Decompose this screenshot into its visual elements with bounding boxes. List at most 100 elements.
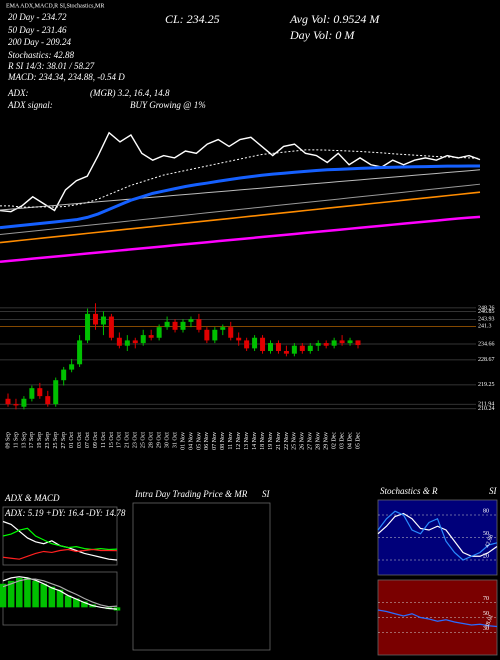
x-tick-label: 03 Oct	[77, 432, 83, 448]
candle-body	[85, 313, 91, 341]
x-tick-label: 15 Oct	[109, 432, 115, 448]
x-tick-label: 09 Oct	[93, 432, 99, 448]
y-tick-label: 219.25	[478, 382, 495, 388]
y-tick-label: 241.3	[478, 324, 492, 330]
candle-body	[204, 329, 210, 341]
candle-body	[331, 340, 337, 346]
candle-body	[268, 343, 273, 352]
adx-signal-label: ADX signal:	[7, 100, 53, 110]
y-tick-label: 234.66	[478, 341, 495, 347]
candle-body	[93, 313, 98, 325]
x-tick-label: 14 Nov	[252, 432, 258, 450]
x-tick-label: 11 Sep	[13, 432, 19, 448]
x-tick-label: 19 Nov	[268, 432, 274, 450]
candle-body	[148, 335, 154, 338]
x-tick-label: 23 Sep	[45, 432, 51, 449]
y-tick-label: 246.85	[478, 309, 495, 315]
histogram-bar	[64, 595, 72, 608]
y-tick-label: 228.67	[478, 357, 495, 363]
day-vol-label: Day Vol: 0 M	[289, 28, 355, 42]
series-line	[0, 169, 481, 211]
series-line	[377, 609, 498, 628]
stoch-label: Stochastics: 42.88	[8, 50, 74, 60]
y-tick-label: 50	[483, 531, 489, 537]
x-tick-label: 25 Sep	[53, 432, 59, 449]
x-tick-label: 13 Sep	[21, 432, 27, 449]
series-line	[2, 548, 118, 560]
candle-body	[244, 340, 250, 349]
candle-body	[77, 340, 83, 365]
candle-body	[124, 340, 130, 346]
x-tick-label: 25 Nov	[292, 432, 298, 450]
histogram-bar	[48, 586, 56, 608]
series-line	[0, 215, 481, 264]
candle-body	[307, 345, 313, 352]
y-tick-label: 80	[483, 508, 489, 514]
y-tick-label: 70	[483, 596, 489, 602]
candle-body	[69, 364, 75, 370]
x-tick-label: 27 Nov	[308, 432, 314, 450]
x-tick-label: 17 Sep	[29, 432, 35, 449]
candle-body	[140, 335, 146, 344]
histogram-bar	[56, 589, 64, 608]
panel-subtitle: SI	[489, 486, 498, 496]
histogram-bar	[0, 583, 7, 608]
x-tick-label: 01 Oct	[69, 432, 75, 448]
panel-frame	[132, 502, 271, 651]
x-tick-label: 07 Oct	[85, 432, 91, 448]
candle-body	[5, 398, 11, 405]
series-line	[377, 512, 498, 557]
x-tick-label: 28 Oct	[149, 432, 155, 448]
candle-body	[108, 316, 114, 338]
panel-subtitle: SI	[262, 489, 271, 499]
histogram-bar	[16, 577, 23, 608]
candle-body	[323, 343, 329, 346]
x-tick-label: 09 Sep	[5, 432, 11, 449]
x-tick-label: 04 Nov	[188, 432, 194, 450]
x-tick-label: 11 Nov	[228, 432, 234, 450]
y-tick-label: 211.94	[478, 402, 494, 408]
x-tick-label: 06 Nov	[204, 432, 210, 450]
rsi-label: R SI 14/3: 38.01 / 58.27	[7, 61, 95, 71]
ma200-label: 200 Day - 209.24	[8, 37, 71, 47]
series-line	[2, 576, 118, 610]
candle-body	[315, 343, 321, 346]
candle-body	[260, 337, 266, 352]
candle-body	[53, 380, 59, 405]
x-tick-label: 21 Nov	[276, 432, 282, 450]
panel-title: Intra Day Trading Price & MR	[134, 489, 248, 499]
panel-subtitle: ADX: 5.19 +DY: 16.4 -DY: 14.78	[4, 508, 126, 518]
candle-body	[132, 340, 138, 344]
header-top: EMA ADX,MACD,R SI,Stochastics,MR	[6, 3, 104, 9]
x-tick-label: 28 Nov	[316, 432, 322, 450]
x-tick-label: 29 Nov	[324, 432, 330, 450]
histogram-bar	[40, 583, 47, 608]
x-tick-label: 02 Dec	[332, 432, 338, 449]
x-tick-label: 07 Nov	[212, 432, 218, 450]
histogram-bar	[32, 580, 39, 608]
candle-body	[228, 327, 234, 338]
series-line	[0, 164, 481, 230]
series-line	[2, 527, 118, 551]
avg-vol-label: Avg Vol: 0.9524 M	[289, 12, 380, 26]
candle-body	[220, 327, 226, 330]
x-tick-label: 22 Nov	[284, 432, 290, 450]
ma20-label: 20 Day - 234.72	[8, 12, 67, 22]
annotation: 38.01	[485, 614, 495, 629]
candle-body	[45, 396, 51, 405]
x-tick-label: 26 Nov	[300, 432, 306, 450]
candle-body	[275, 343, 281, 352]
candle-body	[212, 329, 218, 341]
candle-body	[283, 351, 289, 354]
panel-title: Stochastics & R	[380, 486, 438, 496]
y-tick-label: 50	[483, 611, 489, 617]
candle-body	[164, 321, 170, 328]
close-label: CL: 234.25	[165, 12, 220, 26]
x-tick-label: 04 Dec	[347, 432, 353, 449]
x-tick-label: 30 Oct	[164, 432, 170, 448]
candle-body	[21, 398, 27, 407]
y-tick-label: 30	[483, 626, 489, 632]
candle-body	[291, 345, 297, 354]
candle-body	[29, 388, 35, 399]
